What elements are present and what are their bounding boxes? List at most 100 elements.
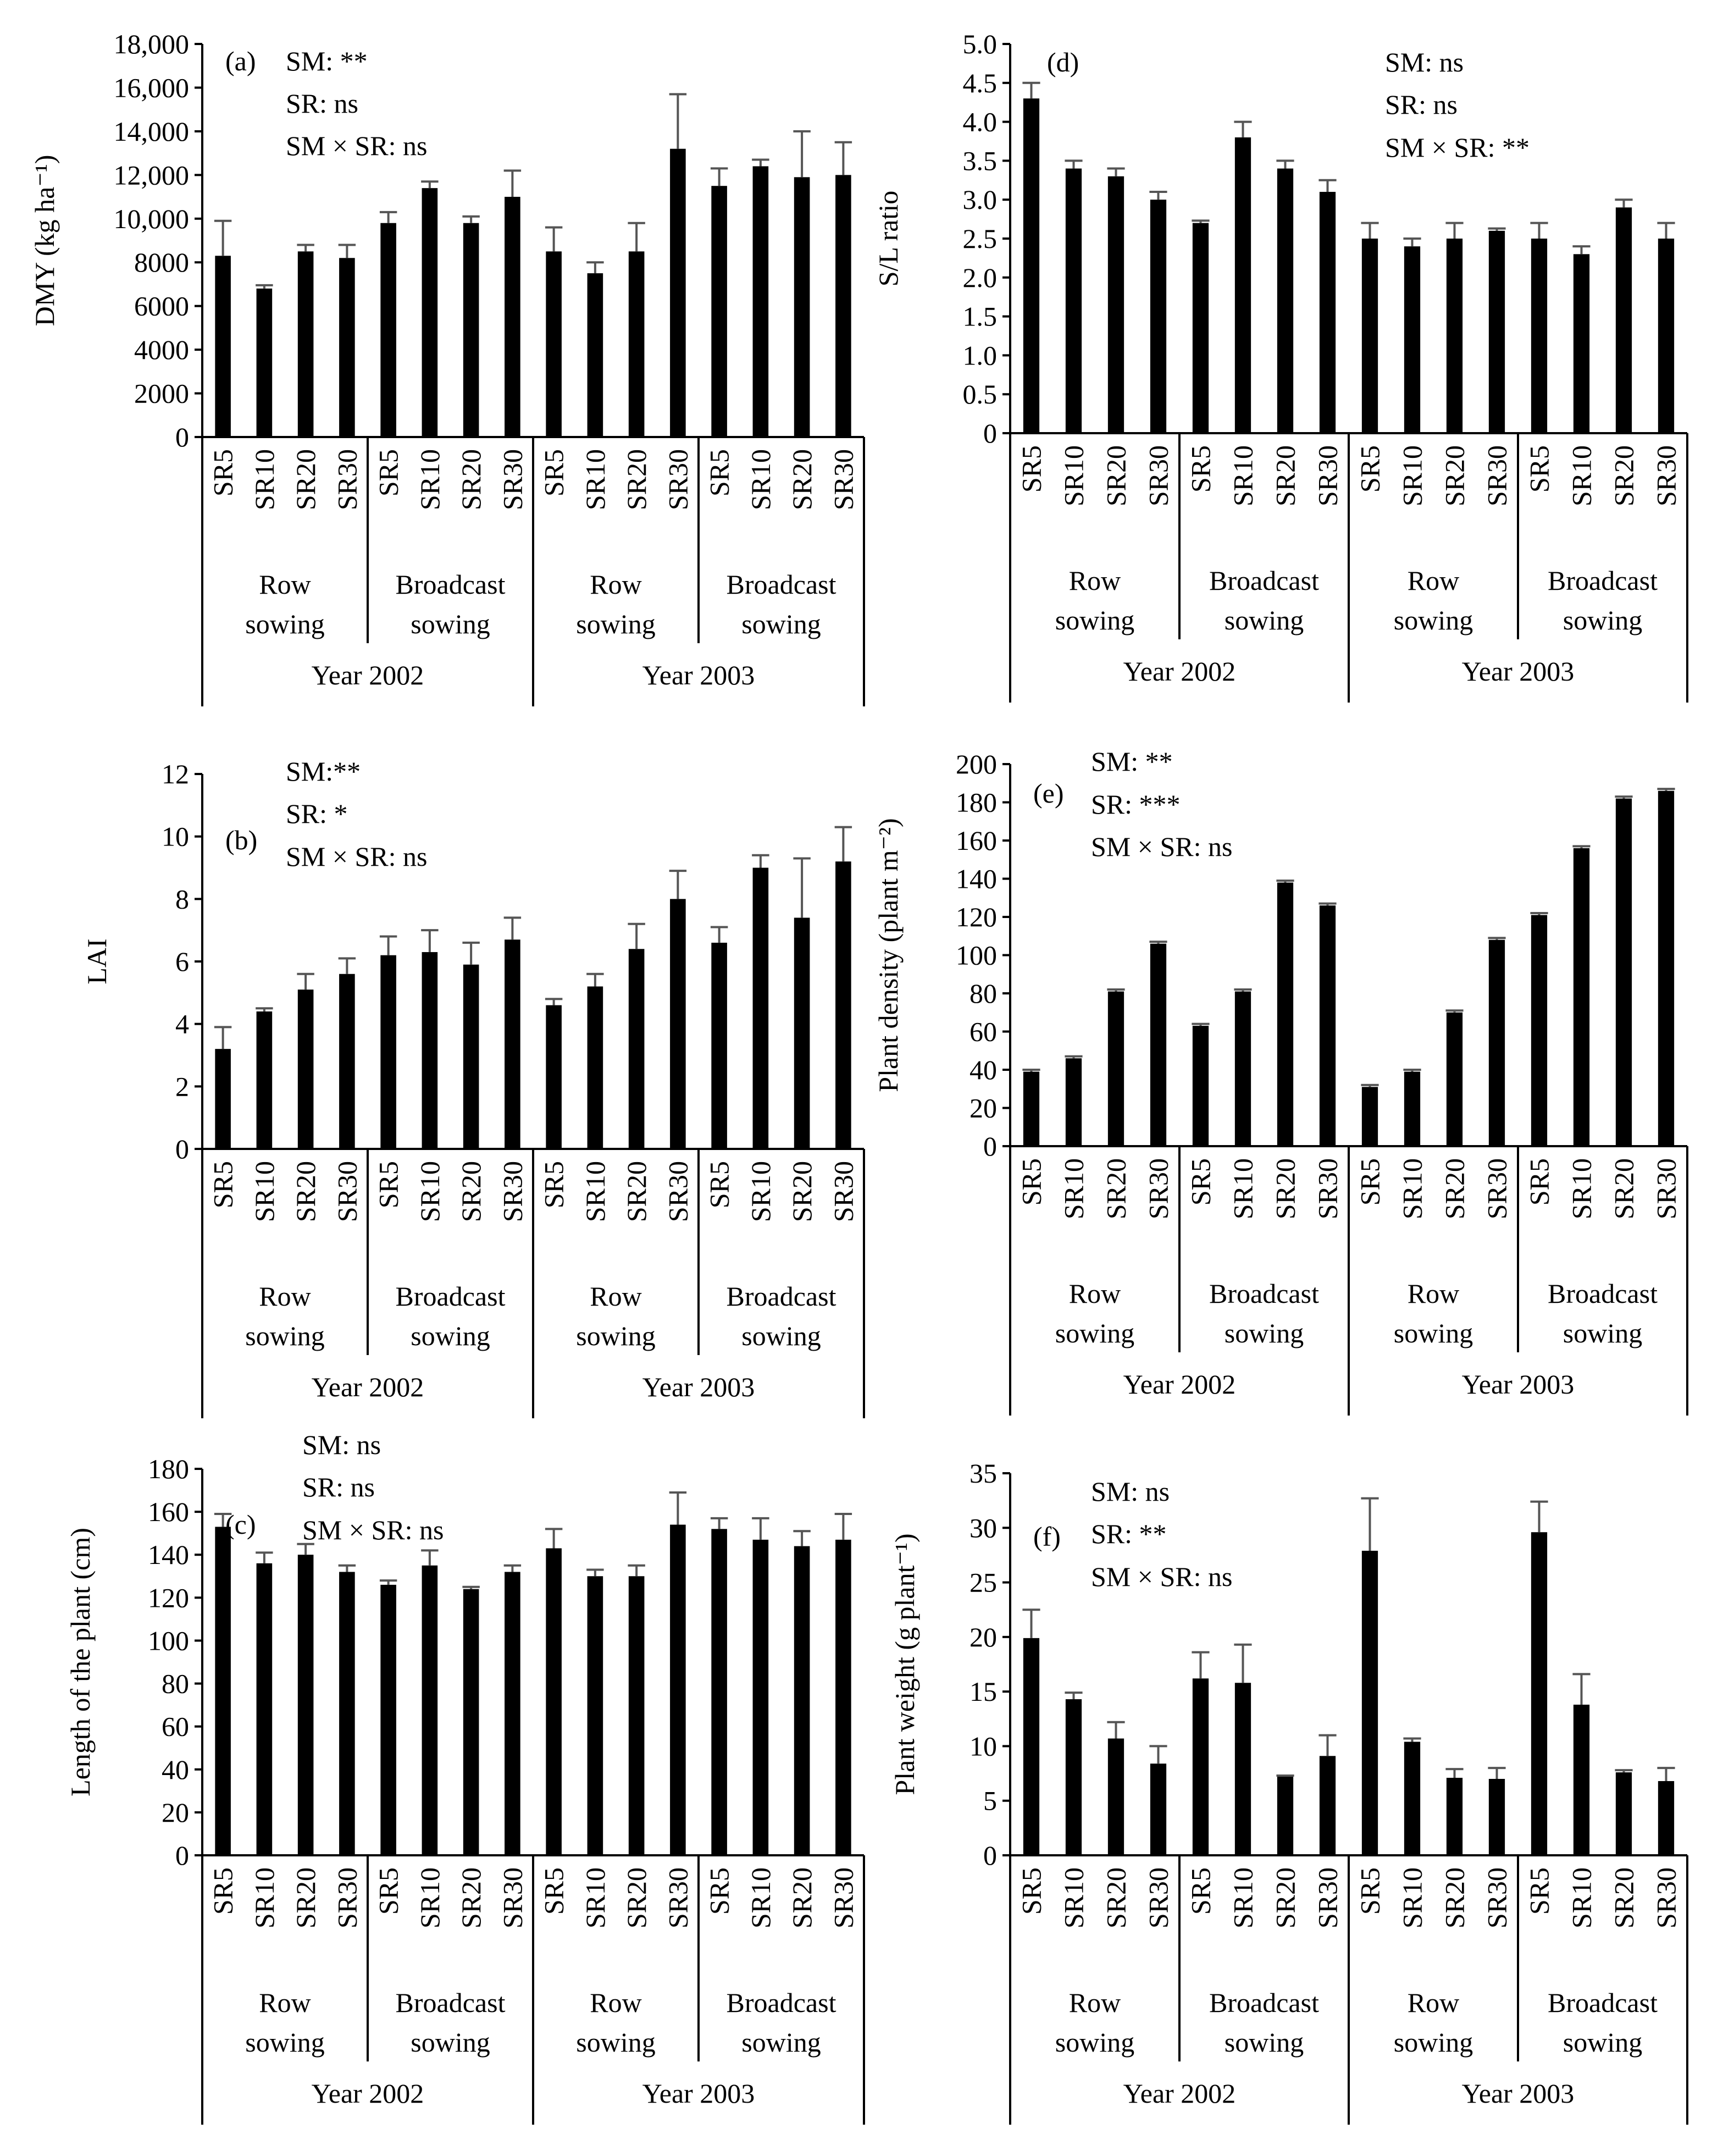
- y-tick-label-d: 5.0: [963, 29, 998, 59]
- stats-annotation-c: SR: ns: [302, 1472, 375, 1502]
- category-label-d: SR20: [1101, 445, 1132, 506]
- stats-annotation-e: SR: ***: [1091, 789, 1181, 820]
- bar-d-7: [1277, 168, 1294, 433]
- sowing-method-label-c: Row: [259, 1987, 311, 2018]
- category-label-a: SR5: [704, 449, 735, 496]
- year-label-d: Year 2003: [1462, 656, 1575, 687]
- category-label-f: SR30: [1482, 1867, 1512, 1928]
- y-tick-label-d: 2.5: [963, 223, 998, 254]
- sowing-method-label-b: sowing: [411, 1320, 490, 1351]
- category-label-d: SR10: [1566, 445, 1597, 506]
- y-tick-label-e: 180: [956, 787, 997, 818]
- panel-a: 0 2000 4000 6000 8000 10,000 12,000 14,000 16,00…: [29, 29, 865, 706]
- y-tick-label-d: 1.0: [963, 340, 998, 371]
- panel-e: 0 20 40 60 80 100 120 140 160 180 200 Plant density…: [873, 746, 1688, 1416]
- stats-annotation-d: SR: ns: [1385, 89, 1458, 120]
- bar-c-13: [711, 1529, 727, 1855]
- stats-annotation-b: SM × SR: ns: [286, 841, 427, 872]
- bar-d-13: [1531, 239, 1548, 433]
- category-label-f: SR20: [1270, 1867, 1301, 1928]
- y-tick-label-d: 4.5: [963, 68, 998, 98]
- y-tick-label-b: 8: [175, 883, 189, 914]
- bar-e-4: [1150, 943, 1167, 1146]
- y-tick-label-a: 2000: [134, 378, 189, 409]
- sowing-method-label-d: Row: [1408, 565, 1459, 596]
- category-label-e: SR10: [1059, 1158, 1089, 1219]
- category-label-c: SR20: [621, 1867, 652, 1928]
- y-axis-title-d: S/L ratio: [873, 191, 904, 287]
- bar-a-10: [587, 273, 603, 437]
- category-label-c: SR30: [662, 1867, 693, 1928]
- category-label-a: SR10: [745, 449, 776, 510]
- y-tick-label-c: 140: [148, 1539, 189, 1570]
- bar-d-12: [1488, 230, 1505, 433]
- category-label-b: SR30: [662, 1161, 693, 1222]
- bar-e-16: [1658, 790, 1675, 1146]
- y-tick-label-c: 180: [148, 1453, 189, 1484]
- stats-annotation-b: SR: *: [286, 798, 348, 829]
- bar-b-2: [256, 1011, 273, 1149]
- sowing-method-label-f: Broadcast: [1209, 1987, 1319, 2018]
- year-label-c: Year 2003: [642, 2078, 755, 2109]
- bar-f-7: [1277, 1777, 1294, 1855]
- stats-annotation-d: SM × SR: **: [1385, 132, 1530, 163]
- category-label-f: SR30: [1651, 1867, 1682, 1928]
- sowing-method-label-a: sowing: [411, 609, 490, 639]
- sowing-method-label-b: sowing: [245, 1320, 324, 1351]
- bar-c-8: [505, 1572, 520, 1855]
- sowing-method-label-f: sowing: [1394, 2027, 1473, 2058]
- y-tick-label-e: 100: [956, 940, 997, 971]
- sowing-method-label-f: Row: [1069, 1987, 1121, 2018]
- bar-e-6: [1234, 991, 1251, 1146]
- bar-c-11: [628, 1576, 645, 1855]
- bar-c-1: [215, 1527, 231, 1855]
- sowing-method-label-a: sowing: [245, 609, 324, 639]
- bar-e-9: [1361, 1087, 1378, 1146]
- y-tick-label-a: 16,000: [114, 72, 190, 103]
- year-label-f: Year 2002: [1123, 2078, 1236, 2109]
- y-tick-label-e: 200: [956, 749, 997, 780]
- category-label-f: SR5: [1524, 1867, 1555, 1915]
- bar-b-7: [463, 964, 479, 1149]
- sowing-method-label-c: Broadcast: [727, 1987, 836, 2018]
- panel-f: 0 5 10 15 20 25 30 35 Plant weight (g plant⁻¹) SR…: [889, 1458, 1688, 2125]
- y-tick-label-a: 18,000: [114, 29, 190, 59]
- category-label-d: SR10: [1228, 445, 1259, 506]
- bar-e-14: [1573, 848, 1590, 1146]
- sowing-method-label-c: Row: [590, 1987, 641, 2018]
- y-tick-label-c: 0: [175, 1840, 189, 1871]
- bar-c-16: [835, 1539, 851, 1855]
- bar-d-6: [1234, 137, 1251, 434]
- sowing-method-label-a: Broadcast: [396, 569, 506, 600]
- bar-a-13: [711, 186, 727, 437]
- bar-e-15: [1615, 798, 1632, 1146]
- panel-letter-a: (a): [225, 46, 256, 76]
- bar-b-16: [835, 861, 851, 1149]
- category-label-e: SR20: [1101, 1158, 1132, 1219]
- sowing-method-label-d: sowing: [1563, 605, 1642, 635]
- bar-b-5: [380, 955, 396, 1149]
- bar-f-11: [1446, 1778, 1463, 1855]
- bar-a-5: [380, 223, 396, 437]
- bar-e-3: [1107, 991, 1124, 1146]
- category-label-d: SR30: [1143, 445, 1174, 506]
- category-label-f: SR20: [1609, 1867, 1639, 1928]
- bar-f-5: [1192, 1678, 1209, 1855]
- bar-e-7: [1277, 882, 1294, 1146]
- category-label-b: SR30: [497, 1161, 528, 1222]
- sowing-method-label-d: Broadcast: [1209, 565, 1319, 596]
- sowing-method-label-f: sowing: [1055, 2027, 1134, 2058]
- stats-annotation-e: SM: **: [1091, 746, 1173, 777]
- category-label-d: SR20: [1270, 445, 1301, 506]
- category-label-f: SR10: [1566, 1867, 1597, 1928]
- category-label-a: SR30: [331, 449, 362, 510]
- sowing-method-label-c: Broadcast: [396, 1987, 506, 2018]
- category-label-f: SR30: [1312, 1867, 1343, 1928]
- y-tick-label-d: 0: [983, 418, 997, 449]
- sowing-method-label-e: Broadcast: [1548, 1278, 1658, 1309]
- category-label-d: SR5: [1185, 445, 1216, 493]
- bar-a-4: [339, 258, 355, 437]
- category-label-d: SR10: [1059, 445, 1089, 506]
- bar-b-6: [422, 952, 438, 1149]
- stats-annotation-f: SM: ns: [1091, 1476, 1170, 1507]
